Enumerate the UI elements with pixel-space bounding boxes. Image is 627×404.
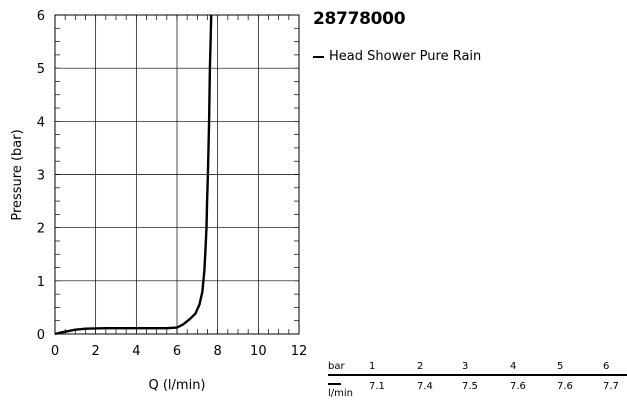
legend-line-swatch: [313, 55, 324, 58]
pressure-cell: 3: [462, 361, 469, 372]
x-tick-label: 8: [214, 344, 222, 359]
y-tick-label: 6: [37, 9, 45, 24]
series-line-head-shower: [54, 14, 213, 336]
y-tick-label: 2: [37, 222, 45, 237]
x-axis-label: Q (l/min): [148, 378, 205, 393]
flow-row: 7.1 7.4 7.5 7.6 7.6 7.7: [328, 381, 627, 395]
pressure-cell: 5: [557, 361, 564, 372]
x-tick-label: 12: [291, 344, 308, 359]
pressure-unit-label: bar: [328, 361, 345, 372]
y-tick-label: 1: [37, 275, 45, 290]
y-tick-label: 5: [37, 62, 45, 77]
chart-minor-ticks: [54, 14, 300, 335]
plot-frame: [54, 14, 300, 335]
table-series-line-marker: [328, 383, 341, 385]
pressure-cell: 1: [369, 361, 376, 372]
flow-cell: 7.4: [417, 381, 433, 392]
flow-cell: 7.6: [510, 381, 526, 392]
y-axis-ticks: 0 1 2 3 4 5 6: [37, 9, 45, 343]
pressure-cell: 2: [417, 361, 424, 372]
legend-series-label: Head Shower Pure Rain: [329, 49, 482, 64]
flow-cell: 7.7: [603, 381, 619, 392]
table-divider: [328, 374, 627, 376]
flow-cell: 7.6: [557, 381, 573, 392]
y-axis-label: Pressure (bar): [10, 129, 25, 220]
y-tick-label: 4: [37, 115, 45, 130]
flow-cell: 7.1: [369, 381, 385, 392]
pressure-cell: 6: [603, 361, 610, 372]
chart-grid: [54, 14, 300, 335]
flow-cell: 7.5: [462, 381, 478, 392]
y-tick-label: 3: [37, 169, 45, 184]
flow-rate-table: bar 1 2 3 4 5 6 7.1 7.4 7.5 7.6 7.6 7.7 …: [328, 361, 627, 399]
x-tick-label: 10: [250, 344, 267, 359]
chart-series: [54, 14, 213, 336]
x-tick-label: 0: [51, 344, 59, 359]
x-axis-ticks: 0 2 4 6 8 10 12: [51, 344, 307, 359]
pressure-row: bar 1 2 3 4 5 6: [328, 361, 627, 375]
x-tick-label: 4: [132, 344, 140, 359]
chart-legend: Head Shower Pure Rain: [313, 49, 481, 64]
x-tick-label: 2: [92, 344, 100, 359]
x-tick-label: 6: [173, 344, 181, 359]
flow-unit-label: l/min: [328, 388, 354, 399]
product-number-title: 28778000: [313, 9, 406, 29]
y-tick-label: 0: [37, 328, 45, 343]
pressure-cell: 4: [510, 361, 517, 372]
